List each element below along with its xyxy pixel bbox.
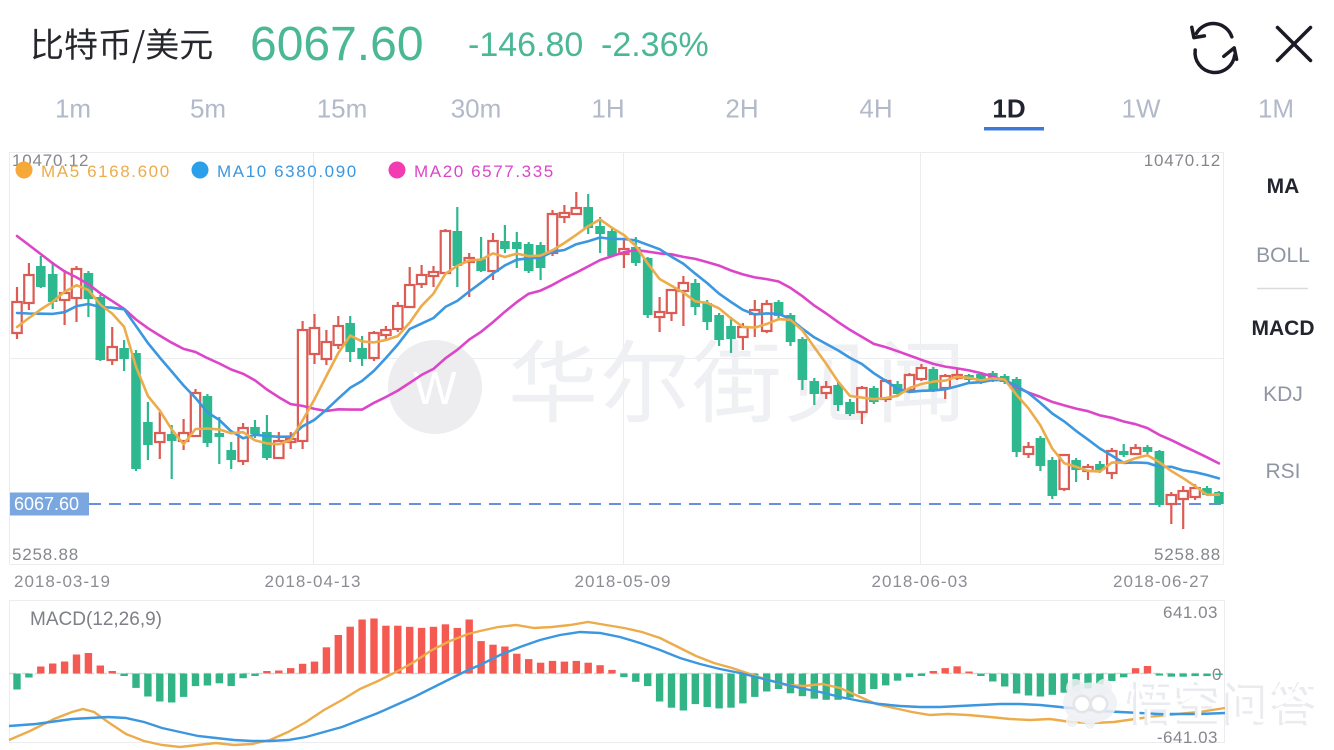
svg-text:2018-06-03: 2018-06-03: [872, 572, 969, 591]
svg-text:4H: 4H: [859, 94, 892, 124]
svg-text:5258.88: 5258.88: [1154, 545, 1221, 564]
svg-text:5m: 5m: [190, 94, 226, 124]
svg-text:MACD(12,26,9): MACD(12,26,9): [30, 609, 162, 630]
svg-text:-641.03: -641.03: [1157, 728, 1218, 747]
svg-text:RSI: RSI: [1265, 460, 1300, 483]
svg-text:1H: 1H: [591, 94, 624, 124]
svg-text:MA20 6577.335: MA20 6577.335: [414, 162, 555, 181]
svg-text:KDJ: KDJ: [1263, 383, 1303, 406]
svg-text:5258.88: 5258.88: [12, 545, 79, 564]
svg-text:0: 0: [1212, 665, 1222, 684]
svg-text:30m: 30m: [451, 94, 502, 124]
svg-text:W: W: [413, 362, 457, 414]
svg-text:MA5 6168.600: MA5 6168.600: [41, 162, 171, 181]
svg-text:2H: 2H: [725, 94, 758, 124]
svg-text:BOLL: BOLL: [1256, 244, 1310, 267]
svg-text:6067.60: 6067.60: [250, 18, 424, 71]
svg-text:1D: 1D: [992, 94, 1025, 124]
svg-text:641.03: 641.03: [1163, 603, 1218, 622]
svg-text:10470.12: 10470.12: [12, 151, 89, 170]
svg-text:-146.80: -146.80: [468, 26, 583, 64]
svg-text:10470.12: 10470.12: [1144, 151, 1221, 170]
svg-text:MA10 6380.090: MA10 6380.090: [217, 162, 358, 181]
svg-text:2018-03-19: 2018-03-19: [14, 572, 111, 591]
svg-text:6067.60: 6067.60: [14, 494, 79, 514]
svg-text:MACD: MACD: [1252, 317, 1315, 340]
svg-text:2018-04-13: 2018-04-13: [265, 572, 362, 591]
svg-text:15m: 15m: [317, 94, 368, 124]
svg-text:-2.36%: -2.36%: [601, 26, 709, 64]
svg-text:1W: 1W: [1122, 94, 1161, 124]
svg-text:1M: 1M: [1258, 94, 1294, 124]
svg-text:MA: MA: [1267, 175, 1300, 198]
svg-text:2018-06-27: 2018-06-27: [1113, 572, 1210, 591]
svg-text:1m: 1m: [55, 94, 91, 124]
svg-text:2018-05-09: 2018-05-09: [575, 572, 672, 591]
